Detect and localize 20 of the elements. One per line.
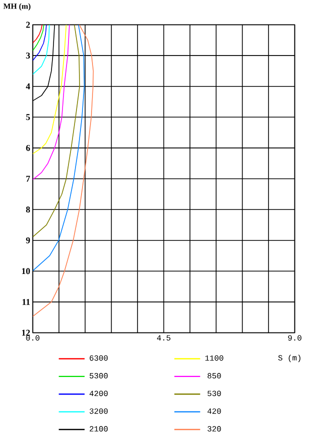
line-series: [32, 24, 67, 154]
line-series: [32, 24, 70, 180]
y-tick-label: 9: [26, 237, 30, 244]
y-tick-label: 11: [22, 298, 30, 305]
y-tick-label: 5: [26, 114, 30, 120]
line-series: [32, 24, 94, 317]
y-tick-label: 7: [26, 176, 30, 182]
y-tick-label: 4: [26, 83, 30, 90]
y-tick-label: 2: [26, 22, 30, 28]
line-series: [32, 24, 47, 61]
line-series: [32, 24, 85, 272]
line-series: [32, 24, 50, 75]
line-series: [32, 24, 43, 44]
line-series: [32, 24, 80, 238]
y-tick-label: 3: [26, 52, 30, 59]
y-tick-label: 8: [26, 206, 30, 213]
y-tick-label: 10: [22, 268, 30, 274]
y-tick-label: 6: [26, 144, 30, 151]
line-series: [32, 24, 44, 52]
y-tick-label: 12: [22, 330, 30, 336]
